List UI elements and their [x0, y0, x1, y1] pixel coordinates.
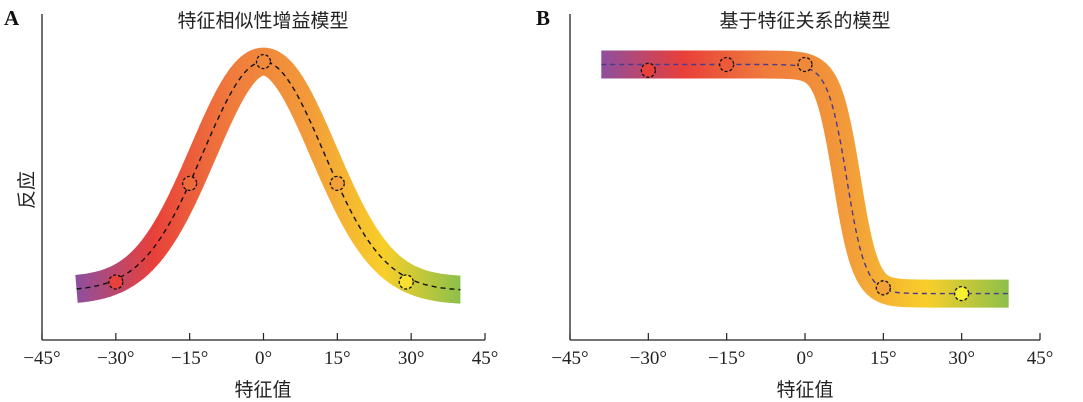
panel-a-xlabel: 特征值: [234, 379, 291, 401]
data-point: [255, 53, 272, 70]
data-point: [797, 56, 813, 73]
data-point: [182, 175, 198, 192]
x-tick-label: 0°: [255, 348, 272, 369]
x-tick-label: 45°: [1027, 348, 1054, 369]
panel-b-xlabel: 特征值: [776, 379, 833, 401]
x-tick-label: 0°: [796, 348, 813, 369]
response-band: [63, 47, 474, 304]
panel-b-title: 基于特征关系的模型: [719, 10, 890, 32]
panel-b: B 基于特征关系的模型 特征值 −45° −30° −15° 0° 15° 30° 45°: [536, 6, 1053, 401]
response-curve-dashed: [601, 63, 1009, 295]
data-point: [329, 175, 345, 192]
data-point: [108, 274, 124, 290]
x-tick-label: −45°: [551, 348, 588, 369]
panel-a-ylabel: 反应: [16, 171, 38, 209]
data-point: [954, 285, 970, 302]
x-tick-label: −30°: [97, 348, 134, 369]
data-point: [719, 56, 735, 73]
x-tick-label: −30°: [630, 348, 667, 369]
data-point: [398, 274, 414, 290]
panel-a: A 特征相似性增益模型 特征值 反应 −45° −30° −15° 0° 15° 30° 4…: [4, 6, 498, 401]
x-tick-label: −15°: [708, 348, 745, 369]
panel-letter-a: A: [4, 6, 20, 30]
x-tick-label: −45°: [23, 348, 60, 369]
x-tick-label: 45°: [472, 348, 499, 369]
response-band: [588, 50, 1022, 308]
x-tick-label: 15°: [324, 348, 351, 369]
panel-letter-b: B: [536, 6, 550, 30]
data-point: [875, 280, 891, 296]
data-point: [640, 62, 656, 78]
x-tick-label: 15°: [870, 348, 897, 369]
panel-a-title: 特征相似性增益模型: [177, 10, 348, 32]
x-tick-label: −15°: [171, 348, 208, 369]
x-tick-label: 30°: [948, 348, 975, 369]
x-tick-label: 30°: [398, 348, 425, 369]
